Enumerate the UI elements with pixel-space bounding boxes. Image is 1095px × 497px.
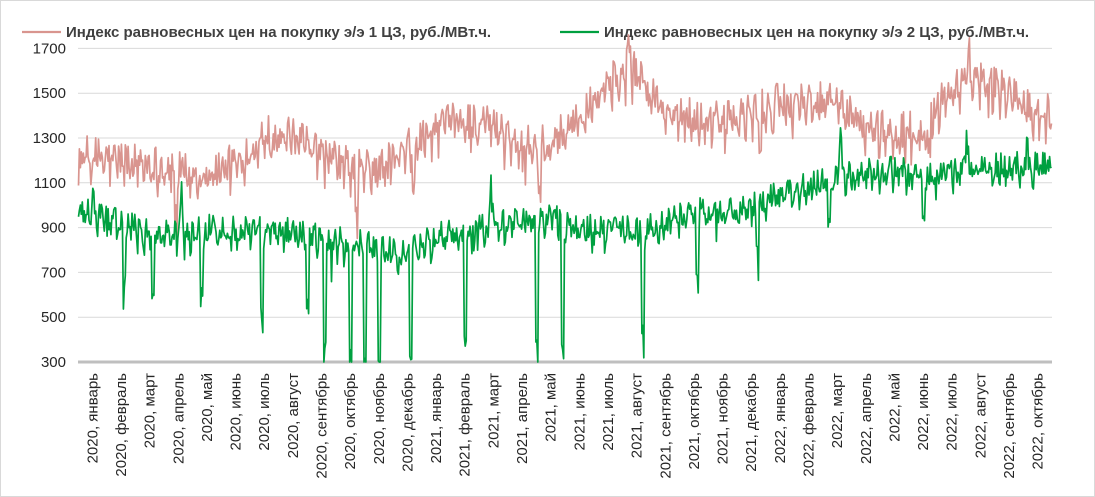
y-axis-ticks: 300 500 700 900 1100 1300 1500 1700	[33, 40, 66, 371]
legend-label-series-2: Индекс равновесных цен на покупку э/э 2 …	[604, 24, 1029, 41]
x-axis-ticks: 2020, январь 2020, февраль 2020, март 2020,…	[84, 373, 1046, 479]
x-tick-label: 2021, июнь	[571, 373, 588, 451]
x-tick-label: 2020, февраль	[113, 373, 130, 477]
x-tick-label: 2022, июнь	[915, 373, 932, 451]
x-tick-label: 2020, декабрь	[399, 373, 416, 472]
x-tick-label: 2021, апрель	[514, 373, 531, 464]
gridlines	[78, 47, 1052, 364]
x-tick-label: 2021, октябрь	[686, 373, 703, 470]
x-tick-label: 2021, июль	[600, 373, 617, 451]
series-lines	[77, 34, 1053, 363]
y-tick-label-700: 700	[41, 264, 66, 281]
legend-label-series-1: Индекс равновесных цен на покупку э/э 1 …	[66, 24, 491, 41]
x-tick-label: 2021, декабрь	[743, 373, 760, 472]
x-tick-label: 2021, ноябрь	[715, 373, 732, 464]
x-tick-label: 2020, июнь	[228, 373, 245, 451]
y-tick-label-500: 500	[41, 309, 66, 326]
x-tick-label: 2020, сентябрь	[314, 373, 331, 479]
x-tick-label: 2020, май	[199, 373, 216, 442]
x-tick-label: 2022, март	[829, 373, 846, 448]
y-tick-label-1500: 1500	[33, 85, 66, 102]
series-line-1	[77, 34, 1053, 240]
legend: Индекс равновесных цен на покупку э/э 1 …	[22, 24, 1029, 41]
y-tick-label-1700: 1700	[33, 40, 66, 57]
x-tick-label: 2022, апрель	[858, 373, 875, 464]
y-tick-label-300: 300	[41, 354, 66, 371]
x-tick-label: 2022, январь	[772, 373, 789, 464]
x-tick-label: 2021, март	[485, 373, 502, 448]
x-tick-label: 2021, сентябрь	[657, 373, 674, 479]
x-tick-label: 2021, февраль	[457, 373, 474, 477]
x-tick-label: 2020, август	[285, 373, 302, 458]
x-tick-label: 2022, май	[886, 373, 903, 442]
x-tick-label: 2022, октябрь	[1030, 373, 1047, 470]
x-tick-label: 2020, июль	[256, 373, 273, 451]
x-tick-label: 2022, август	[972, 373, 989, 458]
x-tick-label: 2021, май	[543, 373, 560, 442]
x-tick-label: 2021, январь	[428, 373, 445, 464]
x-tick-label: 2022, сентябрь	[1001, 373, 1018, 479]
x-tick-label: 2020, март	[142, 373, 159, 448]
x-tick-label: 2022, июль	[944, 373, 961, 451]
x-tick-label: 2020, октябрь	[342, 373, 359, 470]
y-tick-label-900: 900	[41, 220, 66, 237]
y-tick-label-1100: 1100	[34, 175, 66, 192]
x-tick-label: 2020, ноябрь	[371, 373, 388, 464]
x-tick-label: 2022, февраль	[801, 373, 818, 477]
y-tick-label-1300: 1300	[33, 130, 66, 147]
series-line-2	[77, 126, 1052, 363]
x-tick-label: 2020, апрель	[170, 373, 187, 464]
x-tick-label: 2021, август	[629, 373, 646, 458]
x-tick-label: 2020, январь	[84, 373, 101, 464]
